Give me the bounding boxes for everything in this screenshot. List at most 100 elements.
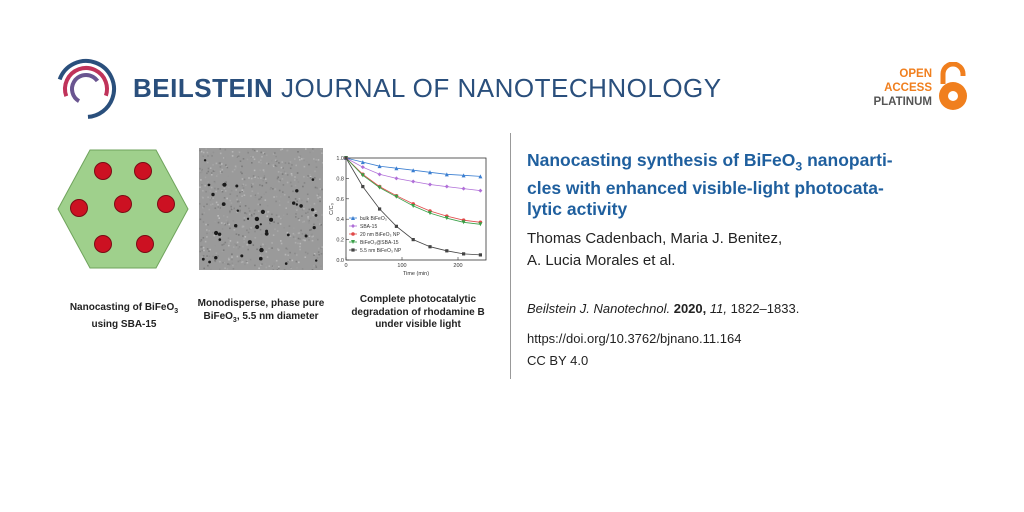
series-0 — [344, 156, 483, 179]
nanoparticle — [201, 257, 205, 261]
x-tick-label: 100 — [397, 263, 406, 269]
series-2 — [344, 156, 483, 225]
pore-circle — [94, 162, 112, 180]
pore-circle — [134, 162, 152, 180]
nanoparticle — [259, 223, 262, 226]
nanoparticle — [217, 232, 222, 236]
nanoparticle — [264, 231, 269, 236]
data-point — [351, 240, 355, 244]
data-point — [444, 172, 449, 177]
plot-frame — [345, 157, 487, 261]
legend-entry: BiFeO₃@SBA-15 — [360, 240, 399, 246]
nanoparticle — [260, 209, 265, 214]
data-point — [394, 166, 399, 171]
y-tick-label: 0.4 — [336, 217, 344, 223]
caption-nanocasting: Nanocasting of BiFeO3 using SBA-15 — [69, 302, 179, 330]
article-title[interactable]: Nanocasting synthesis of BiFeO3 nanopart… — [527, 150, 893, 219]
sba15-hexagon-diagram — [57, 149, 189, 269]
data-point — [344, 156, 348, 160]
data-point — [351, 232, 355, 236]
data-point — [478, 253, 482, 257]
nanoparticle — [207, 183, 211, 187]
nanoparticle — [214, 256, 218, 260]
nanoparticle — [222, 182, 227, 187]
nanoparticle — [315, 259, 318, 262]
data-point — [394, 224, 398, 228]
nanoparticle — [214, 230, 219, 236]
pore-circle — [136, 235, 154, 253]
data-point — [461, 186, 466, 191]
nanoparticle — [312, 226, 316, 230]
data-point — [444, 216, 449, 221]
data-point — [478, 174, 483, 179]
nanoparticle — [218, 238, 222, 241]
data-point — [351, 216, 355, 220]
nanoparticle — [221, 202, 226, 206]
nanoparticle — [234, 224, 238, 228]
nanoparticle — [211, 192, 215, 197]
article-authors: Thomas Cadenbach, Maria J. Benitez, A. L… — [527, 230, 783, 269]
nanoparticle — [292, 201, 296, 205]
y-tick-label: 0.2 — [336, 238, 344, 244]
caption-photocatalytic: Complete photocatalytic degradation of r… — [351, 294, 485, 330]
nanoparticle — [269, 217, 274, 222]
data-point — [394, 194, 399, 199]
nanoparticle — [259, 247, 264, 253]
nanoparticle — [284, 262, 288, 265]
legend-entry: bulk BiFeO₃ — [360, 216, 387, 222]
article-citation: Beilstein J. Nanotechnol. 2020, 11, 1822… — [527, 301, 800, 316]
data-point — [478, 188, 483, 193]
open-access-label: OPEN ACCESS PLATINUM — [873, 68, 932, 108]
y-tick-label: 1.0 — [336, 156, 344, 162]
data-point — [444, 184, 449, 189]
data-point — [378, 207, 382, 211]
data-point — [478, 222, 483, 227]
data-point — [461, 220, 466, 225]
x-tick-label: 200 — [453, 263, 462, 269]
pore-circle — [114, 195, 132, 213]
degradation-chart: 0.0 0.2 0.4 0.6 0.8 1.0 0 100 200 Time (min) C/C₀ b… — [329, 156, 487, 277]
journal-name: BEILSTEIN JOURNAL OF NANOTECHNOLOGY — [133, 73, 722, 103]
nanoparticle — [240, 254, 244, 258]
beilstein-logo-icon — [56, 59, 116, 119]
nanoparticle — [314, 214, 318, 217]
nanoparticle — [304, 234, 308, 238]
data-point — [428, 245, 432, 249]
legend-entry: 5.5 nm BiFeO₃ NP — [360, 248, 402, 254]
x-axis-label: Time (min) — [403, 271, 429, 277]
article-license: CC BY 4.0 — [527, 353, 589, 368]
nanoparticle — [255, 224, 260, 230]
series-3 — [344, 156, 483, 227]
article-doi-link[interactable]: https://doi.org/10.3762/bjnano.11.164 — [527, 331, 742, 346]
nanoparticle — [311, 178, 315, 181]
chart-legend: bulk BiFeO₃ SBA-15 20 nm BiFeO₃ NP BiFeO₃@S… — [349, 216, 402, 254]
nanoparticle — [265, 229, 269, 233]
data-point — [394, 176, 399, 181]
data-point — [411, 168, 416, 173]
data-point — [360, 160, 365, 165]
data-point — [351, 248, 355, 252]
y-axis-label: C/C₀ — [329, 203, 335, 215]
nanoparticle — [259, 256, 263, 261]
data-point — [428, 170, 432, 175]
y-tick-label: 0.0 — [336, 258, 344, 264]
series-line — [345, 157, 481, 223]
data-point — [411, 179, 416, 184]
data-point — [411, 203, 416, 208]
caption-monodisperse: Monodisperse, phase pure BiFeO3, 5.5 nm … — [197, 298, 325, 324]
data-point — [377, 172, 382, 177]
data-point — [462, 252, 466, 256]
nanoparticle — [311, 208, 315, 212]
nanoparticle — [235, 184, 239, 188]
legend-entry: 20 nm BiFeO₃ NP — [360, 232, 400, 238]
pore-circle — [157, 195, 175, 213]
data-point — [360, 173, 365, 178]
data-point — [351, 224, 355, 228]
data-point — [428, 182, 432, 187]
nanoparticle — [203, 159, 207, 162]
pore-circle — [94, 235, 112, 253]
nanoparticle — [246, 217, 250, 220]
data-point — [411, 238, 415, 242]
data-point — [377, 185, 382, 190]
y-tick-label: 0.8 — [336, 176, 344, 182]
